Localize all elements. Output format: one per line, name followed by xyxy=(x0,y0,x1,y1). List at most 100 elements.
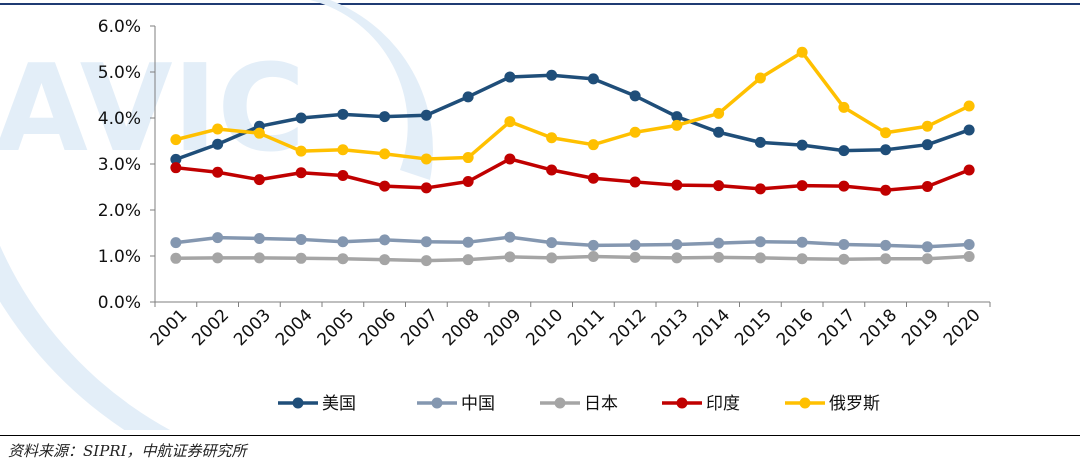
x-tick-label: 2009 xyxy=(481,305,526,350)
data-point xyxy=(671,239,683,250)
data-point xyxy=(587,139,599,151)
y-tick-label: 1.0% xyxy=(98,247,141,267)
data-point xyxy=(420,236,432,248)
data-point xyxy=(420,182,432,194)
data-point xyxy=(921,120,933,132)
data-point xyxy=(880,253,892,265)
data-point xyxy=(504,116,516,128)
data-point xyxy=(212,123,224,135)
legend-item: 美国 xyxy=(278,394,356,414)
data-point xyxy=(838,145,850,157)
data-point xyxy=(963,239,975,250)
data-point xyxy=(671,119,683,131)
series-2 xyxy=(170,231,975,253)
data-point xyxy=(838,101,850,113)
data-point xyxy=(880,184,892,196)
data-point xyxy=(462,254,474,266)
data-point xyxy=(170,252,182,264)
data-point xyxy=(921,139,933,151)
legend-label: 日本 xyxy=(584,394,618,414)
data-point xyxy=(295,145,307,157)
data-point xyxy=(420,255,432,267)
legend: 美国 中国 日本 印度 俄罗斯 xyxy=(278,394,880,414)
legend-item: 印度 xyxy=(662,394,740,414)
data-point xyxy=(337,236,349,248)
data-point xyxy=(337,170,349,181)
series-line xyxy=(175,73,970,162)
x-tick-label: 2010 xyxy=(522,305,567,350)
data-point xyxy=(713,251,725,263)
data-point xyxy=(546,164,558,176)
data-point xyxy=(713,107,725,119)
svg-text:AVIC: AVIC xyxy=(0,40,305,179)
x-tick-label: 2013 xyxy=(648,305,693,350)
data-point xyxy=(170,162,182,174)
data-point xyxy=(796,46,808,58)
data-point xyxy=(212,166,224,178)
data-point xyxy=(587,239,599,251)
legend-label: 印度 xyxy=(706,394,740,414)
data-point xyxy=(963,250,975,262)
series-4 xyxy=(170,153,975,196)
data-point xyxy=(253,174,265,186)
x-tick-label: 2020 xyxy=(940,305,985,350)
y-tick-label: 0.0% xyxy=(98,293,141,313)
data-point xyxy=(504,71,516,83)
data-point xyxy=(546,252,558,264)
x-tick-label: 2005 xyxy=(314,305,359,350)
y-tick-label: 5.0% xyxy=(98,63,141,83)
legend-label: 俄罗斯 xyxy=(829,394,880,414)
data-point xyxy=(504,251,516,263)
x-tick-label: 2004 xyxy=(272,305,317,350)
data-point xyxy=(337,144,349,156)
data-point xyxy=(462,175,474,187)
x-tick-label: 2014 xyxy=(689,305,734,350)
legend-item: 俄罗斯 xyxy=(785,394,880,414)
legend-swatch-marker xyxy=(292,397,304,409)
data-point xyxy=(921,241,933,253)
data-point xyxy=(295,252,307,264)
y-tick-label: 6.0% xyxy=(98,17,141,37)
data-point xyxy=(170,153,182,165)
x-tick-label: 2006 xyxy=(355,305,400,350)
data-point xyxy=(921,181,933,193)
y-tick-label: 4.0% xyxy=(98,109,141,129)
data-point xyxy=(170,134,182,146)
data-point xyxy=(379,234,391,246)
y-tick-label: 2.0% xyxy=(98,201,141,221)
series-line xyxy=(175,157,970,192)
data-point xyxy=(462,91,474,103)
data-point xyxy=(295,233,307,245)
data-point xyxy=(754,252,766,264)
legend-label: 中国 xyxy=(461,394,495,414)
legend-swatch-marker xyxy=(554,397,566,409)
data-point xyxy=(754,136,766,148)
data-point xyxy=(629,90,641,102)
data-point xyxy=(838,180,850,192)
series-line xyxy=(175,235,970,249)
data-point xyxy=(337,253,349,265)
data-point xyxy=(587,172,599,184)
data-point xyxy=(253,233,265,245)
data-point xyxy=(504,231,516,243)
x-tick-label: 2008 xyxy=(439,305,484,350)
x-axis: 2001200220032004200520062007200820092010… xyxy=(147,301,991,350)
data-point xyxy=(379,111,391,123)
x-tick-label: 2002 xyxy=(188,305,233,350)
data-point xyxy=(462,236,474,248)
data-point xyxy=(754,72,766,84)
data-point xyxy=(629,126,641,138)
series-1 xyxy=(170,69,975,165)
x-tick-label: 2018 xyxy=(856,305,901,350)
x-tick-label: 2017 xyxy=(815,305,860,350)
source-note: 资料来源：SIPRI，中航证券研究所 xyxy=(8,442,247,460)
data-point xyxy=(796,180,808,192)
data-point xyxy=(420,153,432,165)
data-point xyxy=(671,252,683,264)
data-point xyxy=(713,180,725,192)
data-point xyxy=(963,100,975,112)
data-point xyxy=(546,237,558,249)
data-point xyxy=(671,179,683,191)
footer-rule xyxy=(0,435,1080,436)
data-point xyxy=(212,138,224,150)
